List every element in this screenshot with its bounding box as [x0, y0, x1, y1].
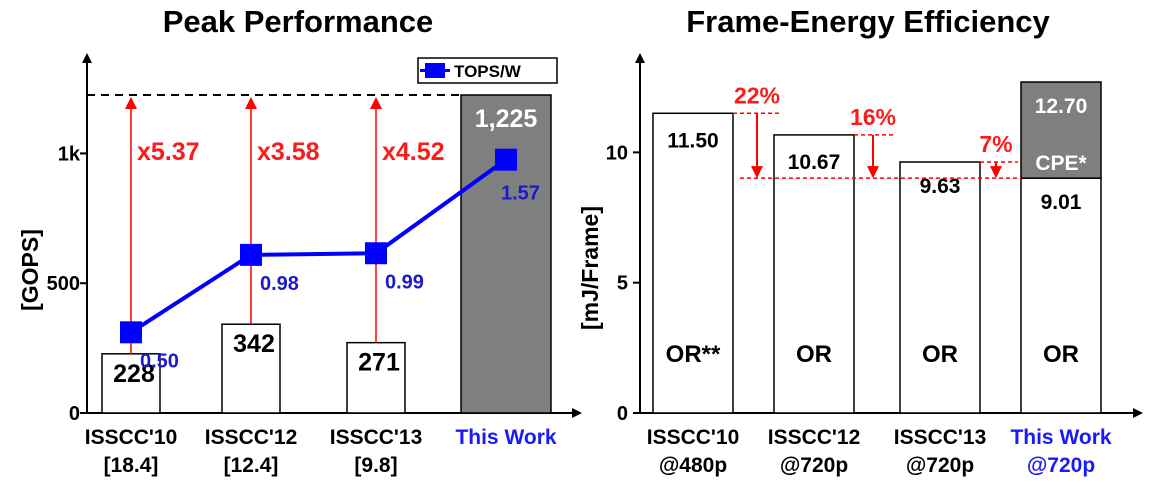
bar-value-label: 9.01 [1041, 191, 1082, 214]
segment-label: CPE* [1035, 152, 1087, 175]
x-tick-sublabel: [9.8] [354, 454, 397, 477]
y-axis-label: [GOPS] [17, 229, 43, 311]
bar-value-label: 11.50 [667, 129, 718, 152]
tops-per-watt-line [129, 158, 508, 334]
bar-total-label: 12.70 [1035, 95, 1088, 118]
tops-per-watt-label: 0.99 [385, 271, 424, 293]
x-tick-label: ISSCC'10 [647, 426, 740, 449]
x-tick-label: ISSCC'12 [768, 426, 861, 449]
x-tick-labels: ISSCC'10 @480p ISSCC'12 @720p ISSCC'13 @720p T… [647, 426, 1112, 477]
tops-per-watt-point [120, 321, 142, 344]
chart-title: Frame-Energy Efficiency [686, 4, 1050, 39]
frame-energy-chart: Frame-Energy Efficiency [mJ/Frame] 0510 … [577, 4, 1143, 477]
x-tick-label: This Work [455, 426, 556, 449]
y-tick-label: 0 [617, 403, 628, 425]
x-tick-label: ISSCC'10 [85, 426, 178, 449]
bar [652, 112, 734, 414]
bar-value-label: 342 [233, 330, 275, 358]
reduction-label: 16% [850, 104, 896, 130]
reduction-arrows: 22% 16% 7% [733, 82, 1018, 179]
improvement-label: x3.58 [257, 138, 320, 166]
y-tick-label: 0 [69, 403, 80, 425]
legend-label: TOPS/W [454, 62, 522, 81]
tops-per-watt-series: 0.50 0.98 0.99 1.57 [120, 148, 540, 372]
improvement-label: x4.52 [382, 138, 445, 166]
tops-per-watt-label: 0.98 [260, 273, 299, 295]
bar [773, 134, 855, 414]
bar-value-label: 10.67 [788, 151, 841, 174]
x-tick-sublabel: @720p [906, 454, 974, 477]
reduction-label: 7% [979, 131, 1012, 157]
bar [899, 161, 981, 414]
x-tick-label: ISSCC'13 [894, 426, 987, 449]
bar-value-label: 1,225 [475, 105, 538, 133]
chart-title: Peak Performance [163, 4, 434, 39]
y-tick-label: 5 [617, 273, 628, 295]
y-axis-label: [mJ/Frame] [577, 206, 603, 330]
bar-inner-label: OR** [666, 341, 721, 368]
tops-per-watt-label: 0.50 [140, 350, 179, 372]
bar-inner-label: OR [922, 341, 958, 368]
x-tick-labels: ISSCC'10 [18.4] ISSCC'12 [12.4] ISSCC'13 [9.8… [85, 426, 557, 477]
bar-stacked-segment [1020, 81, 1102, 179]
peak-performance-chart: Peak Performance [GOPS] 0 500 1k 228 342 271… [17, 4, 582, 477]
x-tick-sublabel: [12.4] [224, 454, 279, 477]
bar-value-label: 9.63 [920, 175, 961, 198]
reduction-label: 22% [734, 82, 780, 108]
x-tick-label: ISSCC'13 [330, 426, 423, 449]
tops-per-watt-point [240, 243, 262, 266]
x-tick-sublabel: @720p [1027, 454, 1095, 477]
bar-value-label: 271 [358, 349, 400, 377]
bar-inner-label: OR [1043, 341, 1079, 368]
x-tick-label: ISSCC'12 [205, 426, 298, 449]
x-tick-sublabel: @480p [659, 454, 727, 477]
bars: 228 342 271 1,225 [101, 94, 552, 414]
tops-per-watt-label: 1.57 [501, 183, 540, 205]
bars: 11.50 OR** 10.67 OR 9.63 OR 12.70 CPE* 9.01 OR [652, 81, 1102, 414]
improvement-label: x5.37 [137, 138, 200, 166]
y-tick-label: 10 [606, 142, 628, 164]
x-tick-label: This Work [1010, 426, 1111, 449]
x-tick-sublabel: [18.4] [104, 454, 159, 477]
tops-per-watt-point [495, 148, 517, 171]
improvement-arrows: x5.37 x3.58 x4.52 [125, 97, 445, 354]
tops-per-watt-point [365, 242, 387, 265]
y-tick-label: 1k [58, 143, 81, 165]
x-tick-sublabel: @720p [780, 454, 848, 477]
y-ticks: 0 5 10 [606, 142, 640, 425]
legend: TOPS/W [417, 57, 558, 84]
bar-value-label: 228 [113, 360, 155, 388]
bar [221, 323, 281, 414]
y-ticks: 0 500 1k [47, 143, 87, 425]
bar [101, 353, 161, 414]
bar-inner-label: OR [796, 341, 832, 368]
y-tick-label: 500 [47, 273, 80, 295]
bar [460, 94, 552, 414]
